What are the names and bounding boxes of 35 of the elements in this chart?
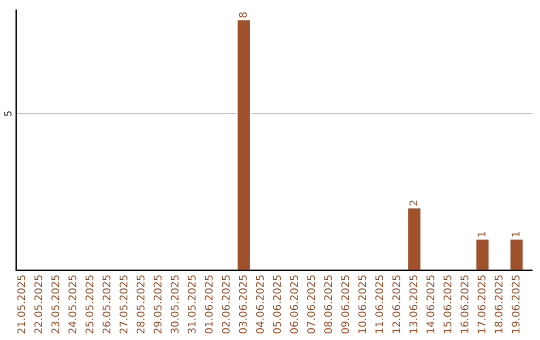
data-label: 2: [409, 200, 418, 206]
x-tick-label: 03.06.2025: [238, 275, 247, 334]
x-tick-label: 15.06.2025: [444, 275, 452, 333]
x-tick-label: 12.06.2025: [392, 275, 400, 333]
x-tick-label: 01.06.2025: [204, 275, 213, 334]
x-tick-label: 16.06.2025: [460, 275, 468, 333]
x-tick-label: 25.05.2025: [86, 275, 94, 334]
x-tick-label: 31.05.2025: [188, 275, 196, 334]
x-tick-label: 19.06.2025: [512, 275, 520, 333]
x-tick-label: 28.05.2025: [136, 275, 145, 334]
x-tick-label: 27.05.2025: [120, 275, 128, 334]
x-tick-label: 09.06.2025: [341, 275, 350, 334]
x-tick-label: 17.06.2025: [478, 275, 486, 333]
x-tick-label: 02.06.2025: [222, 275, 230, 334]
x-tick-label: 11.06.2025: [375, 275, 384, 333]
x-tick-label: 06.06.2025: [290, 275, 298, 334]
x-tick-label: 18.06.2025: [494, 275, 503, 333]
data-label: 8: [238, 12, 247, 18]
x-tick-label: 24.05.2025: [68, 275, 76, 334]
x-tick-label: 04.06.2025: [256, 275, 264, 334]
x-tick-label: 08.06.2025: [324, 275, 332, 334]
x-tick-label: 23.05.2025: [51, 275, 60, 334]
x-tick-label: 22.05.2025: [34, 275, 42, 334]
x-tick-label: 07.06.2025: [307, 275, 316, 334]
x-tick-label: 30.05.2025: [170, 275, 179, 334]
x-tick-label: 10.06.2025: [358, 275, 366, 333]
x-tick-label: 05.06.2025: [273, 275, 281, 334]
y-tick-label: 5: [4, 111, 12, 116]
x-tick-label: 14.06.2025: [426, 275, 434, 333]
data-label: 1: [478, 232, 486, 236]
data-label: 1: [512, 232, 520, 236]
x-tick-label: 21.05.2025: [17, 275, 26, 334]
x-tick-label: 26.05.2025: [102, 275, 110, 334]
x-tick-label: 29.05.2025: [154, 275, 162, 334]
x-tick-label: 13.06.2025: [409, 275, 418, 333]
